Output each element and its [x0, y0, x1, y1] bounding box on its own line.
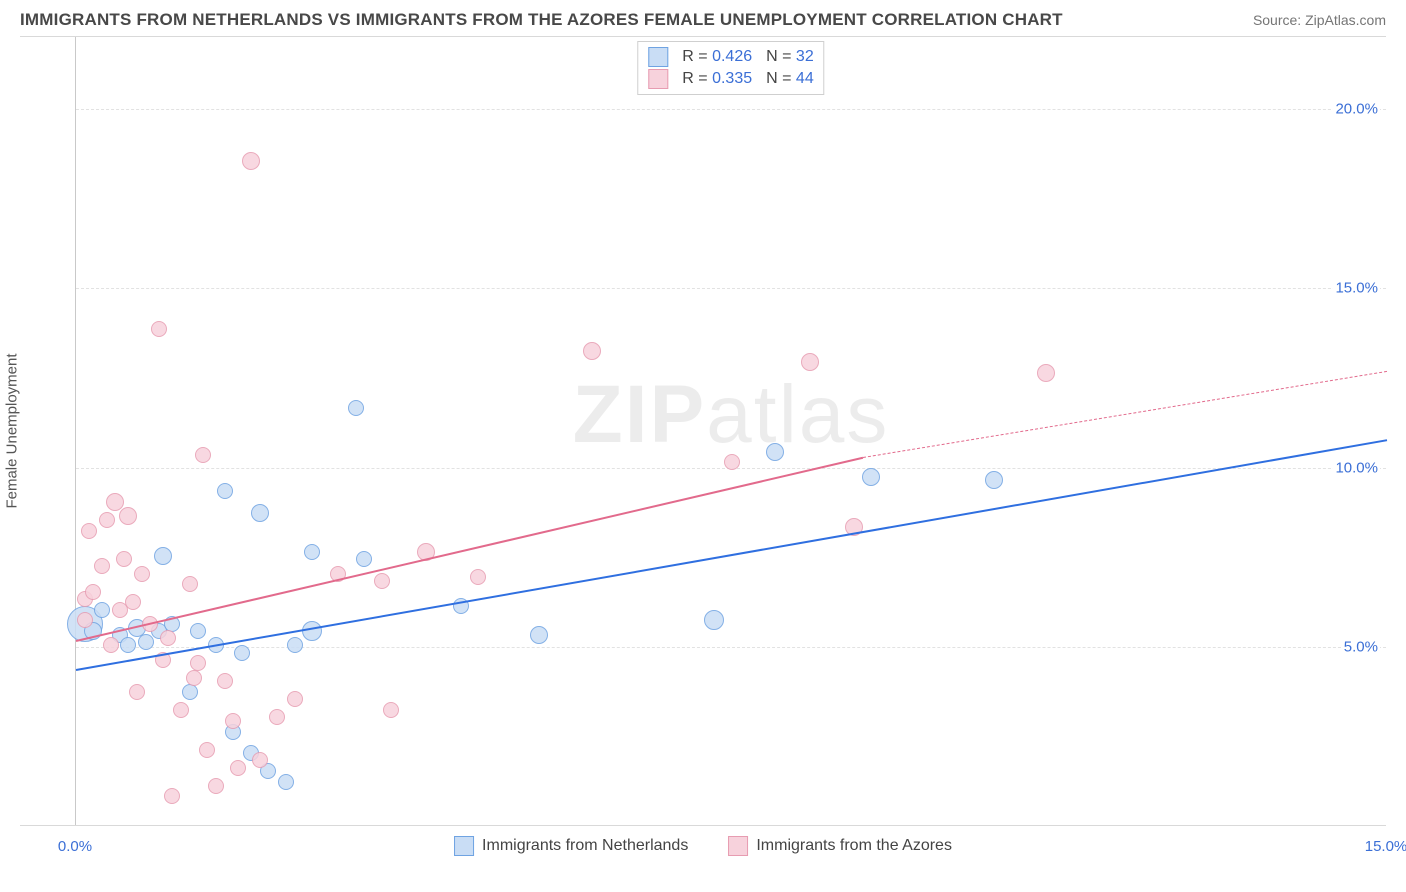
legend-swatch [648, 69, 668, 89]
data-point-azores [106, 493, 124, 511]
data-point-azores [173, 702, 189, 718]
data-point-netherlands [287, 637, 303, 653]
legend-swatch [454, 836, 474, 856]
data-point-azores [85, 584, 101, 600]
data-point-azores [724, 454, 740, 470]
y-tick-label: 15.0% [1333, 280, 1380, 297]
data-point-netherlands [278, 774, 294, 790]
trend-line [863, 371, 1388, 458]
data-point-netherlands [94, 602, 110, 618]
data-point-azores [195, 447, 211, 463]
data-point-netherlands [304, 544, 320, 560]
data-point-azores [164, 788, 180, 804]
trend-line [76, 457, 863, 642]
y-axis-label: Female Unemployment [4, 353, 21, 508]
data-point-netherlands [530, 626, 548, 644]
data-point-azores [182, 576, 198, 592]
x-tick-label: 0.0% [58, 838, 92, 855]
data-point-azores [125, 594, 141, 610]
data-point-azores [242, 152, 260, 170]
legend-item-azores: Immigrants from the Azores [728, 836, 952, 856]
data-point-azores [269, 709, 285, 725]
data-point-netherlands [234, 645, 250, 661]
correlation-legend: R = 0.426N = 32R = 0.335N = 44 [637, 41, 824, 95]
data-point-azores [801, 353, 819, 371]
gridline [76, 647, 1386, 648]
data-point-netherlands [356, 551, 372, 567]
data-point-netherlands [154, 547, 172, 565]
data-point-azores [99, 512, 115, 528]
data-point-azores [230, 760, 246, 776]
data-point-azores [134, 566, 150, 582]
data-point-azores [190, 655, 206, 671]
data-point-azores [1037, 364, 1055, 382]
gridline [76, 288, 1386, 289]
data-point-netherlands [348, 400, 364, 416]
chart-title: IMMIGRANTS FROM NETHERLANDS VS IMMIGRANT… [20, 10, 1063, 30]
data-point-azores [199, 742, 215, 758]
x-tick-label: 15.0% [1365, 838, 1406, 855]
data-point-azores [217, 673, 233, 689]
legend-swatch [648, 47, 668, 67]
data-point-azores [77, 612, 93, 628]
data-point-netherlands [302, 621, 322, 641]
data-point-azores [129, 684, 145, 700]
watermark: ZIPatlas [573, 368, 890, 462]
legend-swatch [728, 836, 748, 856]
data-point-netherlands [251, 504, 269, 522]
plot-region: ZIPatlas R = 0.426N = 32R = 0.335N = 44 … [75, 37, 1386, 825]
data-point-netherlands [182, 684, 198, 700]
data-point-azores [252, 752, 268, 768]
data-point-azores [470, 569, 486, 585]
data-point-netherlands [862, 468, 880, 486]
legend-item-netherlands: Immigrants from Netherlands [454, 836, 688, 856]
y-tick-label: 5.0% [1342, 639, 1380, 656]
data-point-azores [94, 558, 110, 574]
data-point-azores [225, 713, 241, 729]
x-axis-footer: Immigrants from Netherlands Immigrants fr… [20, 826, 1386, 872]
data-point-azores [103, 637, 119, 653]
series-legend: Immigrants from Netherlands Immigrants fr… [454, 836, 952, 856]
data-point-netherlands [704, 610, 724, 630]
data-point-netherlands [190, 623, 206, 639]
data-point-azores [116, 551, 132, 567]
data-point-azores [81, 523, 97, 539]
legend-row-netherlands: R = 0.426N = 32 [644, 46, 817, 68]
data-point-azores [160, 630, 176, 646]
y-tick-label: 10.0% [1333, 459, 1380, 476]
gridline [76, 109, 1386, 110]
data-point-azores [383, 702, 399, 718]
data-point-netherlands [217, 483, 233, 499]
data-point-netherlands [985, 471, 1003, 489]
chart-area: Female Unemployment ZIPatlas R = 0.426N … [20, 36, 1386, 826]
trend-line [76, 439, 1387, 671]
legend-row-azores: R = 0.335N = 44 [644, 68, 817, 90]
data-point-azores [119, 507, 137, 525]
data-point-azores [374, 573, 390, 589]
data-point-netherlands [120, 637, 136, 653]
data-point-azores [287, 691, 303, 707]
data-point-netherlands [138, 634, 154, 650]
y-tick-label: 20.0% [1333, 100, 1380, 117]
data-point-azores [208, 778, 224, 794]
data-point-azores [151, 321, 167, 337]
data-point-netherlands [766, 443, 784, 461]
data-point-azores [583, 342, 601, 360]
data-point-azores [186, 670, 202, 686]
source-attribution: Source: ZipAtlas.com [1253, 12, 1386, 28]
